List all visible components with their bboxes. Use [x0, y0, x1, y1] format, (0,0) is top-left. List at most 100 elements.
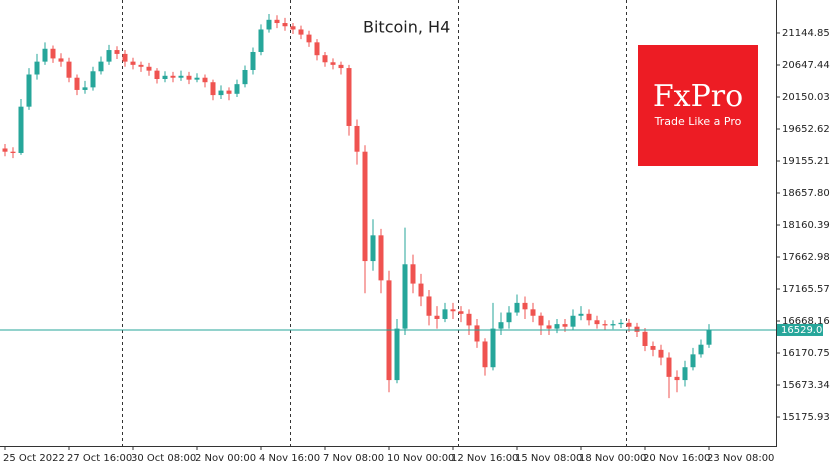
candle-body — [338, 64, 344, 69]
x-tick-label: 20 Nov 16:00 — [643, 453, 710, 464]
candle-body — [258, 29, 264, 52]
y-tick-label: 16170.75 — [782, 348, 830, 359]
candle-body — [242, 69, 248, 85]
y-tick-label: 20647.44 — [782, 60, 830, 71]
candle-body — [2, 148, 8, 152]
candle-body — [634, 326, 640, 332]
candle-body — [506, 312, 512, 323]
x-tick-label: 4 Nov 16:00 — [259, 453, 320, 464]
candle-body — [34, 61, 40, 75]
y-tick-label: 15673.34 — [782, 380, 830, 391]
candle-body — [138, 64, 144, 67]
candle-body — [562, 324, 568, 327]
candle-body — [146, 66, 152, 71]
chart-title: Bitcoin, H4 — [363, 18, 450, 37]
candle-body — [586, 313, 592, 321]
candle-body — [82, 87, 88, 90]
candle-body — [154, 70, 160, 80]
candle-body — [114, 50, 120, 54]
candle-body — [90, 71, 96, 88]
candle-body — [618, 322, 624, 325]
y-tick-label: 19155.21 — [782, 156, 830, 167]
candle-body — [226, 90, 232, 94]
x-tick-label: 30 Oct 08:00 — [131, 453, 196, 464]
y-tick-label: 21144.85 — [782, 28, 830, 39]
candle-body — [50, 48, 56, 59]
candle-body — [666, 357, 672, 377]
candle-body — [74, 77, 80, 90]
candle-body — [66, 61, 72, 78]
candle-body — [290, 26, 296, 30]
candle-body — [578, 313, 584, 316]
candle-body — [594, 320, 600, 325]
y-tick-label: 19652.62 — [782, 124, 830, 135]
y-tick-label: 20150.03 — [782, 92, 830, 103]
x-tick-label: 23 Nov 08:00 — [707, 453, 774, 464]
candle-body — [690, 354, 696, 368]
candle-body — [490, 328, 496, 368]
candle-body — [250, 51, 256, 70]
x-tick-label: 12 Nov 16:00 — [451, 453, 518, 464]
logo-tagline: Trade Like a Pro — [654, 115, 742, 128]
candle-body — [434, 315, 440, 319]
period-separators — [122, 0, 627, 446]
candle-body — [354, 125, 360, 152]
candle-body — [466, 313, 472, 326]
current-price-label: 16529.06 — [781, 325, 829, 336]
candle-body — [626, 322, 632, 327]
candle-body — [266, 19, 272, 30]
x-tick-label: 18 Nov 00:00 — [579, 453, 646, 464]
candle-body — [122, 53, 128, 62]
x-tick-label: 25 Oct 2022 — [3, 453, 65, 464]
candle-body — [682, 367, 688, 381]
candle-body — [658, 349, 664, 358]
candle-body — [378, 235, 384, 281]
candle-body — [482, 341, 488, 368]
candle-body — [674, 376, 680, 381]
candle-body — [394, 328, 400, 381]
candle-body — [306, 34, 312, 43]
candle-body — [570, 315, 576, 327]
y-tick-label: 18160.39 — [782, 220, 830, 231]
candle-body — [450, 309, 456, 312]
candle-body — [530, 309, 536, 316]
y-tick-label: 17662.98 — [782, 252, 830, 263]
candle-body — [650, 345, 656, 350]
candle-body — [554, 324, 560, 329]
y-tick-label: 17165.57 — [782, 284, 830, 295]
candle-body — [418, 283, 424, 297]
candle-body — [210, 82, 216, 96]
candle-body — [186, 75, 192, 80]
candle-body — [602, 324, 608, 326]
candle-body — [162, 75, 168, 80]
x-tick-label: 10 Nov 00:00 — [387, 453, 454, 464]
candle-body — [282, 23, 288, 27]
y-tick-label: 16668.16 — [782, 316, 830, 327]
candle-body — [298, 29, 304, 35]
y-tick-label: 18657.80 — [782, 188, 830, 199]
candle-body — [98, 61, 104, 72]
candle-body — [322, 55, 328, 63]
x-tick-label: 27 Oct 16:00 — [67, 453, 132, 464]
candle-body — [370, 235, 376, 262]
candle-body — [442, 309, 448, 319]
candle-body — [610, 324, 616, 326]
candle-body — [706, 329, 712, 345]
candle-body — [42, 48, 48, 62]
candle-body — [546, 325, 552, 329]
candle-body — [314, 42, 320, 56]
candle-body — [202, 77, 208, 83]
y-tick-label: 15175.93 — [782, 412, 830, 423]
x-tick-label: 15 Nov 08:00 — [515, 453, 582, 464]
candle-body — [130, 61, 136, 65]
candle-body — [274, 19, 280, 24]
candle-body — [522, 302, 528, 310]
candle-body — [330, 62, 336, 65]
candle-body — [170, 75, 176, 78]
logo-name: FxPro — [653, 79, 743, 114]
candle-body — [18, 106, 24, 153]
x-tick-label: 7 Nov 08:00 — [323, 453, 384, 464]
candle-body — [178, 75, 184, 78]
candle-body — [458, 311, 464, 314]
